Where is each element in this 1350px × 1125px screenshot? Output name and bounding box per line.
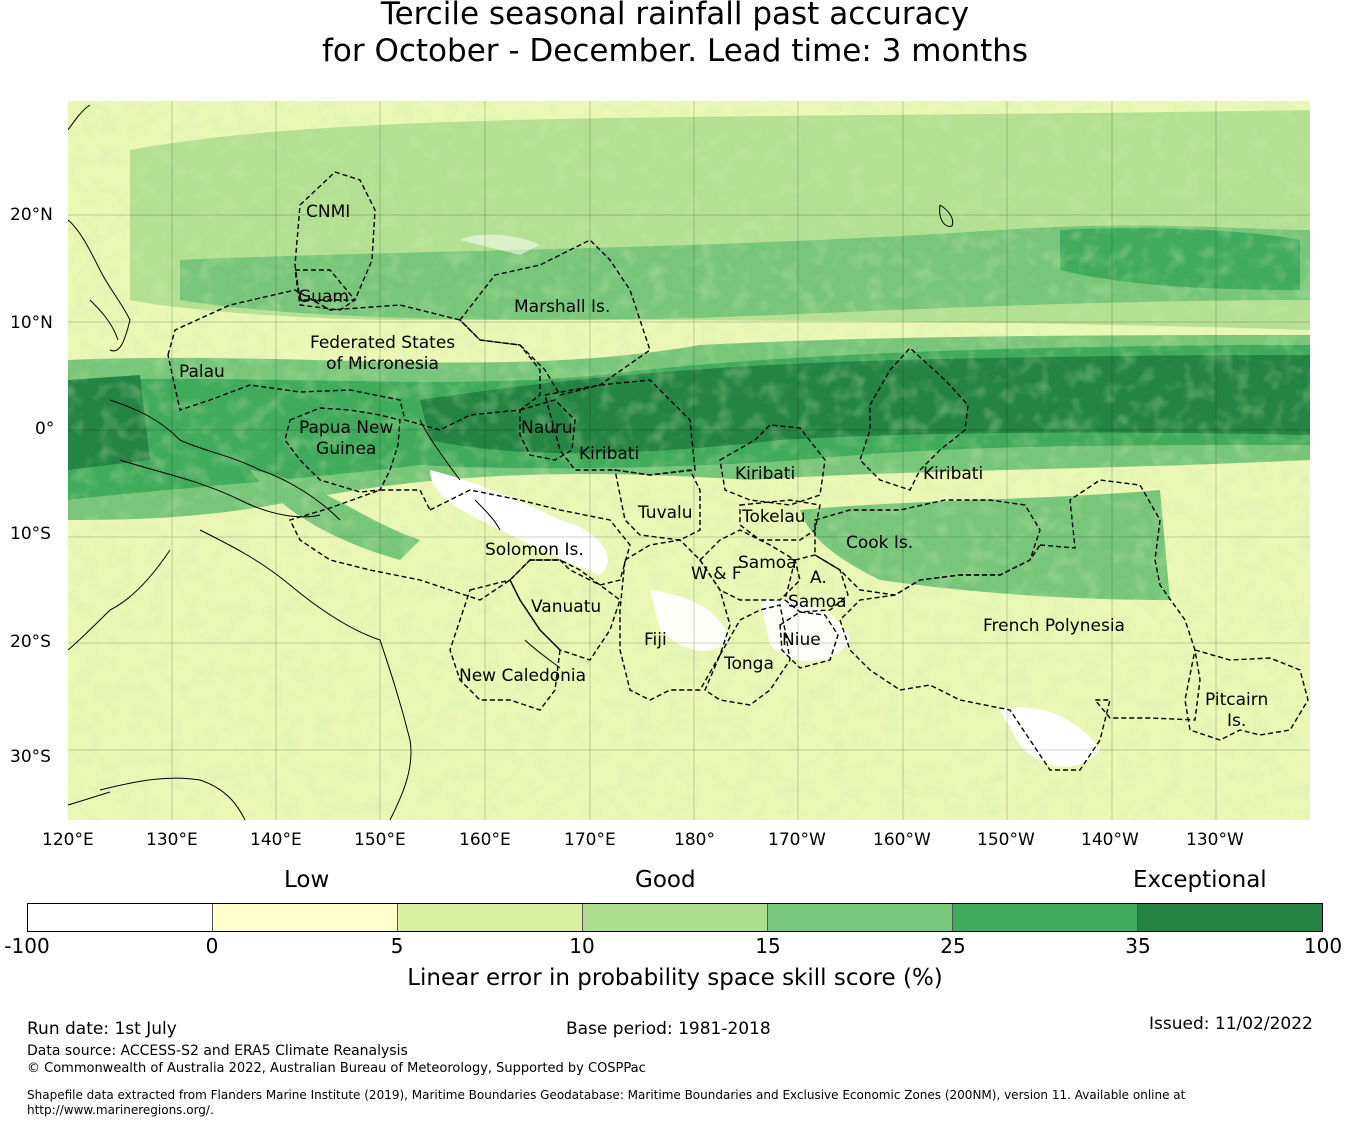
region-label-marshall: Marshall Is. — [514, 297, 611, 317]
lon-tick: 140°W — [1081, 830, 1139, 850]
colorbar — [27, 903, 1323, 932]
colorbar-tick: 25 — [940, 934, 966, 958]
region-label-nauru: Nauru — [521, 418, 573, 438]
skill-map — [68, 101, 1310, 820]
colorbar-category-exceptional: Exceptional — [1133, 867, 1267, 893]
lon-tick: 130°E — [146, 830, 198, 850]
region-label-fsm: Federated States of Micronesia — [310, 333, 456, 374]
shapefile-credit: Shapefile data extracted from Flanders M… — [27, 1088, 1186, 1117]
colorbar-tick: 10 — [569, 934, 595, 958]
region-label-fiji: Fiji — [644, 630, 667, 650]
region-label-new-caledonia: New Caledonia — [459, 666, 587, 686]
lon-tick: 150°E — [354, 830, 406, 850]
region-label-palau: Palau — [179, 362, 225, 382]
lat-tick-20n: 20°N — [10, 205, 53, 225]
region-label-tonga: Tonga — [724, 654, 774, 674]
region-label-niue: Niue — [782, 630, 821, 650]
region-label-tokelau: Tokelau — [742, 507, 806, 527]
colorbar-swatch — [1137, 904, 1322, 931]
region-label-cnmi: CNMI — [306, 202, 351, 222]
colorbar-tick: -100 — [4, 934, 50, 958]
colorbar-tick: 0 — [205, 934, 219, 958]
issued-date: Issued: 11/02/2022 — [1149, 1014, 1313, 1034]
colorbar-label: Linear error in probability space skill … — [407, 965, 943, 991]
colorbar-swatch — [212, 904, 397, 931]
region-label-french-polynesia: French Polynesia — [983, 616, 1125, 636]
lon-tick: 140°E — [250, 830, 302, 850]
lon-tick: 170°E — [564, 830, 616, 850]
copyright: © Commonwealth of Australia 2022, Austra… — [27, 1061, 646, 1076]
lon-tick: 180° — [674, 830, 715, 850]
region-label-pitcairn: Pitcairn Is. — [1205, 690, 1269, 731]
colorbar-category-low: Low — [284, 867, 330, 893]
region-label-tuvalu: Tuvalu — [638, 503, 693, 523]
lon-tick: 130°W — [1186, 830, 1244, 850]
skill-field — [68, 101, 1310, 820]
colorbar-tick: 35 — [1125, 934, 1151, 958]
region-label-solomon: Solomon Is. — [485, 540, 584, 560]
region-label-png: Papua New Guinea — [299, 418, 394, 459]
eez-boundaries — [167, 171, 1309, 771]
colorbar-swatch — [582, 904, 767, 931]
title-line-1: Tercile seasonal rainfall past accuracy — [380, 0, 970, 32]
lon-tick: 120°E — [42, 830, 94, 850]
region-label-american-samoa: A. Samoa — [788, 568, 847, 612]
colorbar-tick: 5 — [390, 934, 404, 958]
lat-tick-20s: 20°S — [10, 632, 51, 652]
colorbar-tick: 100 — [1303, 934, 1343, 958]
title-line-2: for October - December. Lead time: 3 mon… — [321, 33, 1029, 69]
data-source: Data source: ACCESS-S2 and ERA5 Climate … — [27, 1043, 408, 1059]
region-label-guam: Guam — [298, 287, 349, 307]
region-label-wallis-futuna: W & F — [691, 564, 742, 584]
region-label-vanuatu: Vanuatu — [531, 597, 602, 617]
lon-tick: 170°W — [768, 830, 826, 850]
lat-tick-0: 0° — [35, 419, 55, 439]
run-date: Run date: 1st July — [27, 1019, 177, 1039]
lon-tick: 160°E — [459, 830, 511, 850]
colorbar-swatch — [952, 904, 1137, 931]
region-label-samoa: Samoa — [738, 553, 797, 573]
lon-tick: 150°W — [977, 830, 1035, 850]
lat-tick-30s: 30°S — [10, 747, 51, 767]
colorbar-swatch — [397, 904, 582, 931]
colorbar-swatch — [767, 904, 952, 931]
base-period: Base period: 1981-2018 — [566, 1019, 771, 1039]
colorbar-category-good: Good — [635, 867, 696, 893]
region-label-kiribati-central: Kiribati — [735, 464, 796, 484]
region-label-kiribati-east: Kiribati — [923, 464, 984, 484]
lon-tick: 160°W — [873, 830, 931, 850]
colorbar-tick: 15 — [755, 934, 781, 958]
region-label-kiribati-west: Kiribati — [579, 444, 640, 464]
colorbar-swatch — [28, 904, 212, 931]
region-label-cook: Cook Is. — [846, 533, 914, 553]
lat-tick-10s: 10°S — [10, 524, 51, 544]
lat-tick-10n: 10°N — [10, 313, 53, 333]
